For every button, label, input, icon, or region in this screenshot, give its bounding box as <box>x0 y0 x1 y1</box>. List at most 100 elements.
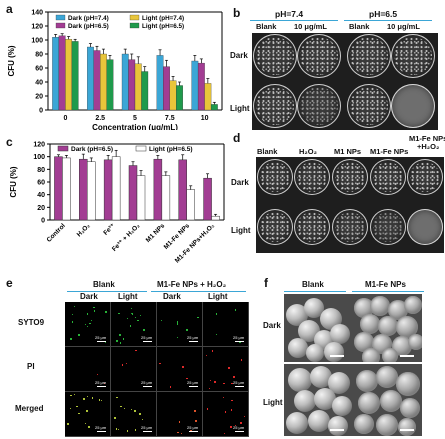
b-ph74-underline <box>250 20 338 21</box>
c-legend-label: Light (pH=6.5) <box>149 146 193 153</box>
e-cell-dot <box>239 341 241 344</box>
e-fluorescence-image: 25 μm <box>65 347 111 392</box>
f-bacterium <box>330 324 350 344</box>
e-fluorescence-image: 25 μm <box>65 302 111 347</box>
b-dish-dark-blank-65 <box>347 34 391 78</box>
f-sem-dark-blank <box>284 294 352 362</box>
e-cell-dot <box>186 329 188 331</box>
e-cell-dot <box>186 377 188 380</box>
b-dish-light-blank-74 <box>253 84 297 128</box>
e-cell-dot <box>89 323 91 325</box>
b-col-conc-1: 10 μg/mL <box>294 22 327 31</box>
f-bacterium <box>392 336 412 356</box>
e-cell-dot <box>88 426 90 428</box>
e-cell-dot <box>71 321 74 323</box>
panel-f: Blank M1-Fe NPs Dark Light <box>263 276 445 439</box>
e-scale-bar <box>235 386 244 387</box>
f-col-blank: Blank <box>302 280 324 289</box>
e-fluorescence-image: 25 μm <box>111 302 157 347</box>
c-bar <box>111 156 121 221</box>
e-cell-dot <box>78 334 80 336</box>
a-ytick-label: 100 <box>31 38 43 45</box>
f-scale-bar <box>330 355 344 357</box>
e-cell-dot <box>100 399 103 402</box>
a-bar <box>52 37 60 111</box>
e-cell-dot <box>125 362 128 365</box>
e-cell-dot <box>84 323 87 326</box>
e-cell-dot <box>70 394 72 397</box>
a-legend-swatch <box>55 22 66 29</box>
c-xtick-label: M1 NPs <box>145 222 167 244</box>
c-xtick-label: H₂O₂ <box>76 222 92 238</box>
e-cell-dot <box>116 428 118 430</box>
e-cell-dot <box>86 325 88 328</box>
e-cell-dot <box>231 409 233 411</box>
e-cell-dot <box>228 367 230 369</box>
f-bacterium <box>376 414 398 436</box>
e-cell-dot <box>119 334 121 336</box>
e-cell-dot <box>122 338 124 340</box>
f-scale-bar <box>330 429 344 431</box>
f-bacterium <box>294 390 316 412</box>
e-group-blank-underline <box>67 291 147 292</box>
panel-label-d: d <box>233 131 241 145</box>
e-cell-dot <box>234 309 237 311</box>
e-scale-bar <box>97 431 106 432</box>
e-cell-dot <box>231 382 233 385</box>
e-scale-bar <box>143 431 152 432</box>
e-cell-dot <box>143 329 145 331</box>
b-dish-light-conc-74 <box>297 84 341 128</box>
e-cell-dot <box>137 319 139 322</box>
e-cell-dot <box>141 418 144 421</box>
a-bar <box>71 41 79 111</box>
b-dish-light-conc-65 <box>391 84 435 128</box>
a-bar <box>191 60 199 111</box>
e-row-syto9: SYTO9 <box>18 318 45 327</box>
d-dish-dark-5 <box>407 159 443 195</box>
b-col-conc-2: 10 μg/mL <box>387 22 420 31</box>
e-scale-label: 25 μm <box>187 335 199 340</box>
a-bar <box>106 59 114 111</box>
e-cell-dot <box>123 408 126 410</box>
f-bacterium <box>308 410 330 432</box>
e-cell-dot <box>105 311 107 313</box>
f-bacterium <box>380 390 402 412</box>
e-cell-dot <box>177 321 179 323</box>
f-sem-light-np <box>352 364 422 436</box>
e-cell-dot <box>91 397 94 399</box>
f-bacterium <box>310 366 332 388</box>
b-row-dark: Dark <box>230 51 248 60</box>
e-scale-label: 25 μm <box>187 425 199 430</box>
e-cell-dot <box>116 396 118 399</box>
e-cell-dot <box>225 411 227 413</box>
e-cell-dot <box>130 313 133 315</box>
c-bar <box>161 175 171 221</box>
d-dish-light-2 <box>294 209 330 245</box>
f-col-np: M1-Fe NPs <box>365 280 406 289</box>
panel-label-b: b <box>233 6 241 20</box>
f-bacterium <box>358 392 380 414</box>
a-bar <box>134 63 142 111</box>
e-cell-dot <box>134 410 136 412</box>
a-bar <box>176 85 183 111</box>
d-col-m1fe-h2o2: M1-Fe NPs +H₂O₂ <box>409 134 445 151</box>
e-cell-dot <box>243 415 246 418</box>
f-col-blank-underline <box>284 291 346 292</box>
f-bacterium <box>314 388 336 410</box>
d-row-light: Light <box>231 226 251 235</box>
d-col-blank: Blank <box>257 147 278 156</box>
a-bar <box>156 55 164 111</box>
e-cell-dot <box>230 426 232 428</box>
e-cell-dot <box>104 341 106 344</box>
b-dish-light-blank-65 <box>347 84 391 128</box>
d-dish-light-3 <box>332 209 368 245</box>
e-fluorescence-image: 25 μm <box>157 347 203 392</box>
e-fluorescence-image: 25 μm <box>203 392 249 437</box>
b-row-light: Light <box>230 104 250 113</box>
panel-label-a: a <box>6 2 13 16</box>
f-bacterium <box>362 348 380 362</box>
a-legend-swatch <box>55 14 66 21</box>
c-legend-label: Dark (pH=6.5) <box>71 146 113 153</box>
f-bacterium <box>404 296 422 314</box>
a-ytick-label: 20 <box>35 94 43 101</box>
